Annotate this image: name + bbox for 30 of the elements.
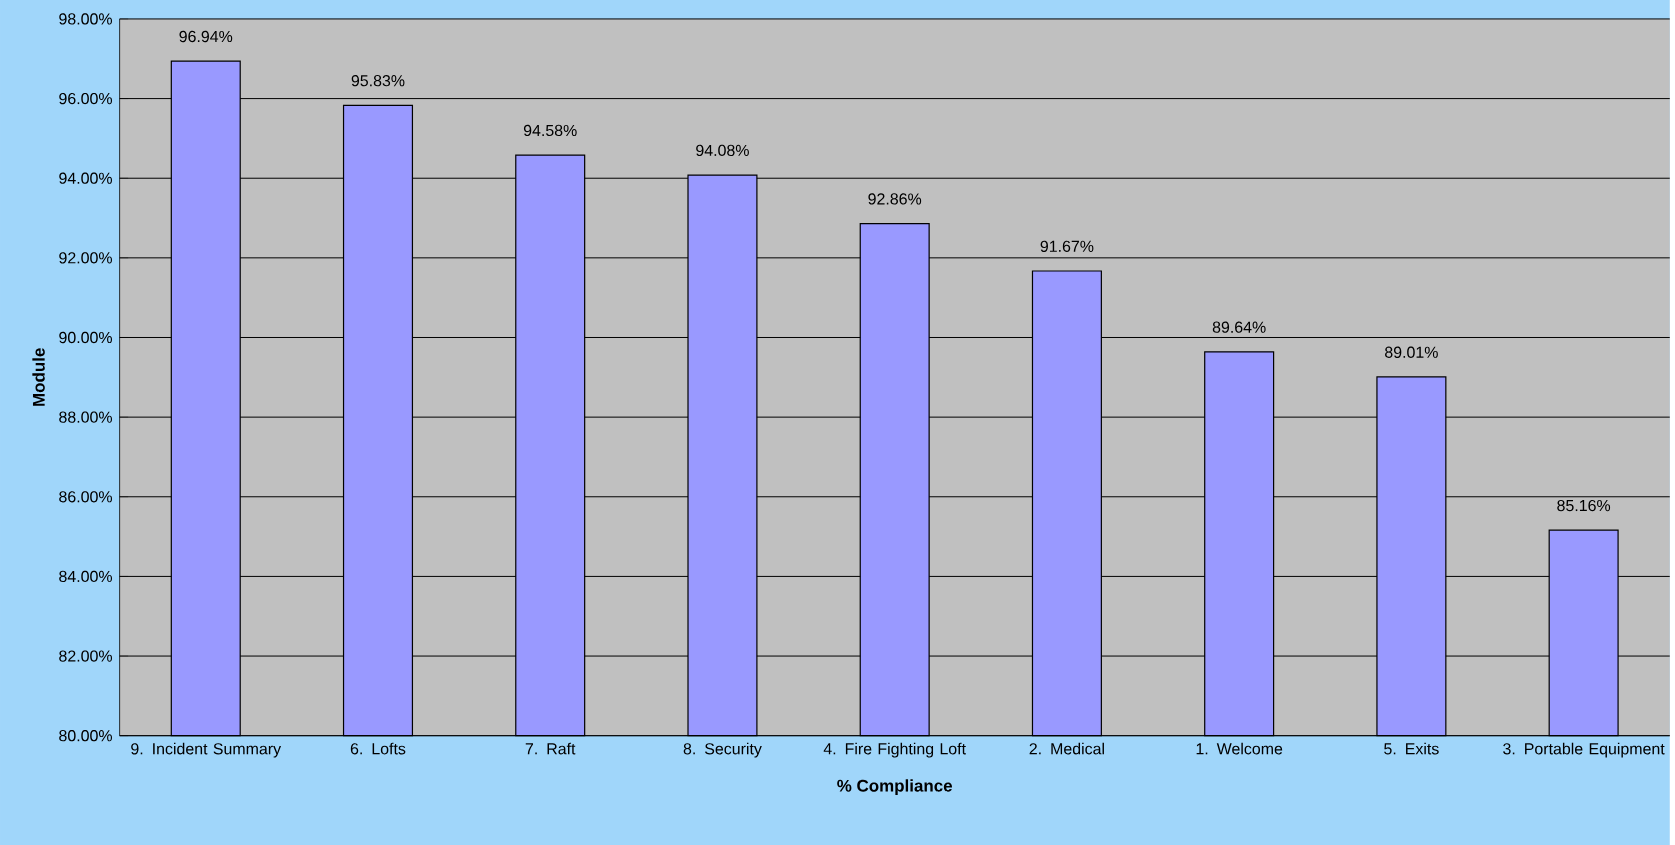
x-tick-label: 8. Security [683, 742, 762, 758]
y-tick-label: 88.00% [59, 411, 112, 423]
y-tick-label: 82.00% [59, 650, 112, 662]
data-label: 85.16% [1557, 499, 1611, 512]
x-tick-label: 6. Lofts [350, 742, 406, 755]
data-label: 92.86% [868, 193, 922, 205]
data-label: 95.83% [351, 74, 405, 87]
data-label: 96.94% [179, 30, 233, 42]
data-label: 89.01% [1385, 346, 1438, 358]
x-tick-label: 5. Exits [1384, 742, 1439, 755]
y-tick-label: 84.00% [59, 570, 112, 582]
y-tick-label: 94.00% [59, 172, 112, 184]
y-tick-label: 96.00% [59, 92, 112, 105]
y-tick-label: 92.00% [59, 252, 112, 264]
x-tick-label: 4. Fire Fighting Loft [823, 742, 966, 758]
x-axis-title: % Compliance [837, 779, 953, 795]
x-tick-label: 1. Welcome [1196, 742, 1283, 755]
data-label: 94.08% [696, 144, 749, 156]
y-axis-title: Module [32, 348, 45, 406]
y-tick-label: 98.00% [59, 13, 112, 25]
data-label: 89.64% [1212, 321, 1266, 333]
y-tick-label: 86.00% [59, 490, 112, 503]
x-tick-label: 9. Incident Summary [131, 742, 282, 758]
y-tick-label: 90.00% [59, 331, 112, 343]
data-label: 91.67% [1040, 240, 1094, 252]
x-tick-label: 3. Portable Equipment [1503, 742, 1665, 758]
x-tick-label: 2. Medical [1029, 742, 1104, 755]
y-tick-label: 80.00% [59, 729, 112, 742]
x-tick-label: 7. Raft [525, 742, 576, 755]
data-label: 94.58% [523, 124, 577, 136]
